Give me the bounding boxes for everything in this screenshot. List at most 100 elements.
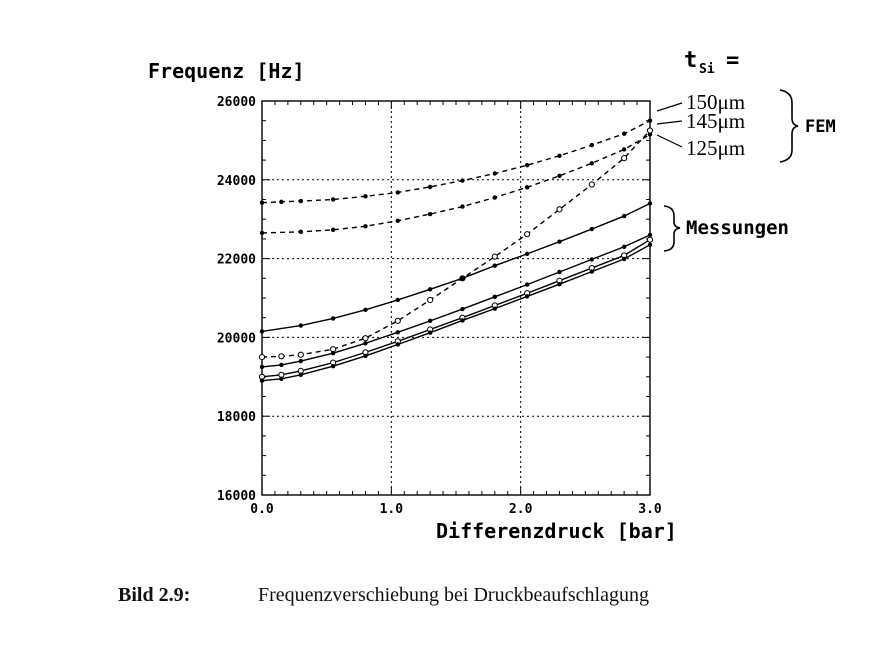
series-1-point-0 (259, 230, 265, 236)
plot-frame (261, 100, 651, 496)
fem-leader-150 (656, 102, 683, 112)
y-tick-label-1: 18000 (217, 410, 256, 425)
series-2-point-5 (394, 317, 401, 324)
series-3-point-11 (621, 213, 627, 219)
series-layer (258, 118, 654, 383)
series-2-point-9 (524, 231, 531, 238)
series-3 (259, 201, 653, 334)
axes: 16000 18000 20000 22000 24000 26000 0.0 1.0 2.0 3… (217, 95, 662, 517)
series-4-point-10 (557, 269, 562, 275)
messungen-brace (663, 205, 681, 252)
series-3-point-2 (330, 316, 336, 321)
series-1-point-2 (330, 227, 336, 233)
series-3-point-12 (647, 201, 653, 206)
series-6-point-9 (524, 294, 530, 299)
series-6 (259, 242, 653, 383)
series-6-point-10 (557, 282, 562, 287)
series-5 (258, 236, 654, 380)
series-2 (258, 127, 654, 361)
series-0-point-8 (492, 171, 497, 176)
fem-label-145: 145μm (686, 109, 745, 133)
series-2-point-6 (427, 296, 434, 304)
x-tick-label-3: 3.0 (638, 502, 662, 517)
series-4-point-0 (259, 364, 265, 370)
series-0-point-0 (259, 200, 265, 205)
fem-label-150: 150μm (686, 90, 745, 114)
series-2-point-12 (621, 155, 628, 162)
legend-header-eq: = (726, 48, 739, 73)
series-3-point-5 (427, 287, 433, 292)
series-3-point-1 (298, 323, 303, 328)
series-0-point-13 (647, 118, 653, 123)
series-3-point-3 (363, 307, 368, 313)
series-3-point-9 (557, 239, 562, 244)
series-6-point-8 (492, 306, 497, 311)
messungen-group-label: Messungen (686, 217, 789, 239)
fem-leader-125 (656, 134, 683, 148)
series-0-point-10 (557, 153, 562, 158)
figure-caption: Bild 2.9: Frequenzverschiebung bei Druckb… (118, 584, 649, 607)
series-1-point-1 (298, 229, 303, 235)
x-tick-label-2: 2.0 (509, 502, 533, 517)
series-2-point-13 (646, 127, 654, 134)
series-3-point-4 (395, 297, 400, 303)
series-1-point-10 (589, 161, 594, 166)
caption-text: Frequenzverschiebung bei Druckbeaufschla… (258, 584, 649, 606)
series-6-point-13 (647, 242, 653, 248)
series-2-point-11 (588, 181, 595, 188)
series-4-point-12 (621, 244, 627, 249)
series-4-point-11 (589, 257, 594, 262)
fem-brace (779, 89, 799, 163)
series-0-point-4 (363, 194, 368, 199)
series-1-point-6 (460, 204, 465, 209)
series-1-point-11 (621, 147, 627, 152)
series-6-point-6 (427, 330, 433, 335)
legend-header-sub: Si (699, 62, 715, 77)
y-tick-label-0: 16000 (217, 489, 256, 504)
series-line-2 (261, 130, 651, 358)
series-4-point-3 (330, 350, 336, 356)
y-tick-label-5: 26000 (217, 95, 256, 110)
series-2-point-4 (362, 335, 369, 342)
series-2-point-0 (258, 354, 266, 361)
fem-leader-145 (656, 120, 683, 125)
y-tick-label-3: 22000 (217, 253, 256, 268)
messungen-label: Messungen (663, 205, 789, 252)
series-1-point-9 (557, 173, 562, 179)
series-6-point-5 (395, 342, 400, 347)
series-4-point-8 (492, 294, 497, 300)
series-4-point-5 (395, 330, 400, 335)
series-1-point-8 (524, 185, 530, 190)
series-6-point-4 (363, 353, 368, 359)
series-4 (259, 232, 653, 370)
y-tick-label-2: 20000 (217, 331, 256, 346)
y-axis-label: Frequenz [Hz] (148, 59, 305, 83)
series-0 (259, 118, 653, 205)
series-6-point-2 (298, 372, 303, 378)
series-4-point-2 (298, 358, 303, 364)
fem-label-125: 125μm (686, 136, 745, 160)
series-2-point-10 (556, 206, 563, 213)
y-tick-label-4: 24000 (217, 174, 256, 189)
series-6-point-7 (460, 318, 465, 323)
legend-header: t Si = (684, 48, 739, 77)
series-0-point-9 (524, 163, 530, 168)
x-tick-label-0: 0.0 (250, 502, 274, 517)
series-2-point-2 (297, 351, 304, 358)
series-3-point-6 (460, 276, 465, 281)
series-4-point-4 (363, 341, 368, 346)
series-6-point-0 (259, 378, 265, 383)
series-1 (259, 132, 653, 236)
series-1-point-5 (427, 211, 433, 217)
series-4-point-7 (460, 306, 465, 312)
x-axis-label: Differenzdruck [bar] (436, 519, 677, 543)
series-0-point-2 (298, 198, 303, 204)
series-6-point-1 (279, 376, 284, 381)
grid (262, 101, 650, 495)
fem-labels: 150μm 145μm 125μm FEM (656, 89, 836, 163)
series-4-point-13 (647, 232, 653, 238)
series-0-point-3 (330, 197, 336, 202)
legend-header-t: t (684, 48, 697, 73)
series-line-6 (261, 244, 651, 382)
